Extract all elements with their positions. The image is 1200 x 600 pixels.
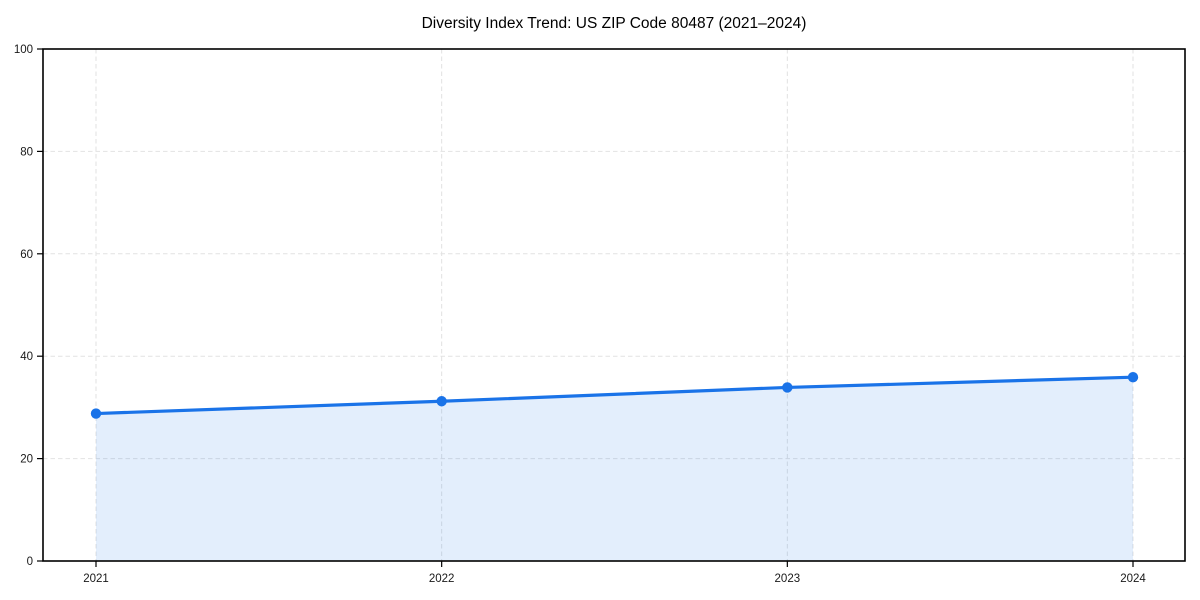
y-tick-label: 60 [20, 249, 33, 261]
x-tick-label: 2024 [1120, 573, 1146, 585]
trend-line [94, 375, 1135, 416]
axes-frame [42, 48, 1186, 562]
y-tick-label: 40 [20, 351, 33, 363]
x-tick-label: 2021 [83, 573, 109, 585]
gridlines [43, 49, 1185, 561]
y-tick-label: 80 [20, 146, 33, 158]
area-fill [96, 377, 1133, 561]
x-tick-label: 2022 [429, 573, 455, 585]
chart-title: Diversity Index Trend: US ZIP Code 80487… [422, 15, 807, 32]
axis-ticks: 0 20 40 60 80 100 2021 2022 2023 2024 [14, 44, 1147, 585]
data-point-2022 [436, 396, 447, 407]
y-tick-label: 0 [27, 556, 33, 568]
data-point-2021 [90, 408, 102, 419]
x-tick-label: 2023 [775, 573, 801, 585]
data-point-2023 [782, 382, 793, 393]
y-tick-label: 100 [14, 44, 33, 56]
data-point-2024 [1127, 371, 1139, 383]
y-tick-label: 20 [20, 454, 33, 466]
